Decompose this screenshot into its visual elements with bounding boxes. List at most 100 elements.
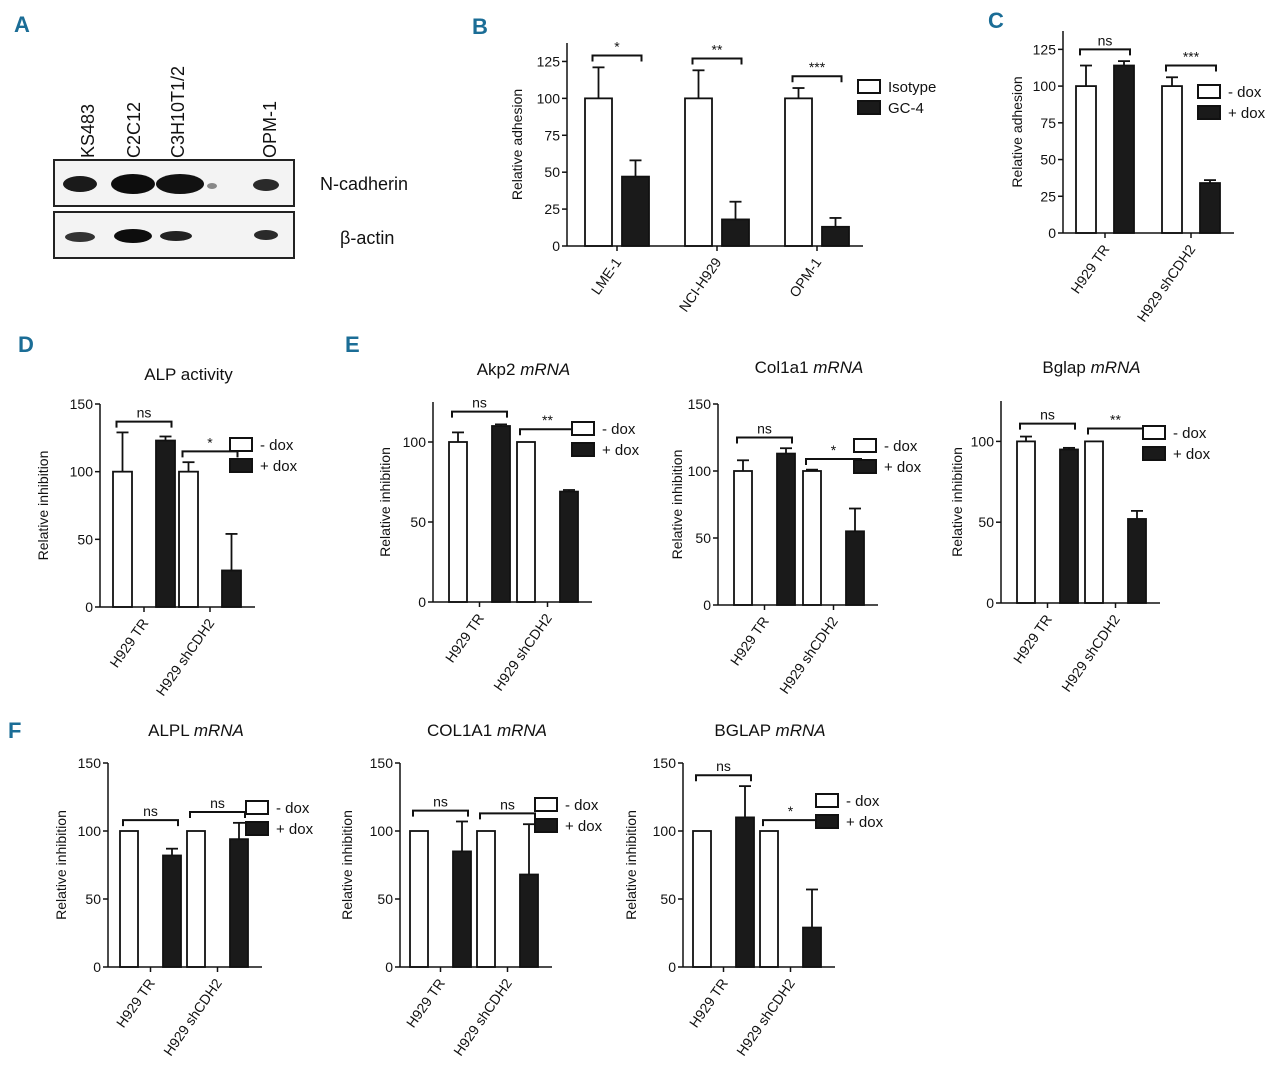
bar xyxy=(1016,440,1036,604)
chart-title-text: ALP activity xyxy=(144,365,233,384)
blot-lane-label: C2C12 xyxy=(124,102,144,158)
bar xyxy=(559,490,579,603)
legend-label: - dox xyxy=(884,438,918,455)
chart-title-italic: mRNA xyxy=(776,721,826,740)
y-axis-label: Relative adhesion xyxy=(509,89,525,200)
bar xyxy=(721,218,750,247)
x-tick-label: H929 shCDH2 xyxy=(1134,241,1199,324)
y-tick-label: 50 xyxy=(544,164,560,180)
x-tick-label: NCI-H929 xyxy=(676,254,725,314)
y-axis-label: Relative inhibition xyxy=(377,447,393,557)
bar xyxy=(516,441,536,603)
x-tick-label: H929 shCDH2 xyxy=(153,615,218,698)
y-tick-label: 25 xyxy=(1040,188,1056,204)
chart-title: Akp2 mRNA xyxy=(477,360,571,379)
significance-label: * xyxy=(831,442,837,458)
x-tick-label: H929 TR xyxy=(727,614,772,669)
legend-label: + dox xyxy=(602,442,640,459)
significance-bracket xyxy=(122,819,179,827)
y-tick-label: 0 xyxy=(703,597,711,613)
panel-label-b: B xyxy=(472,14,488,39)
y-tick-label: 50 xyxy=(377,891,393,907)
panel-label-e: E xyxy=(345,332,360,357)
bar xyxy=(821,225,850,247)
y-tick-label: 100 xyxy=(78,823,102,839)
blot-band xyxy=(114,229,152,243)
significance-bracket xyxy=(189,810,246,818)
significance-bracket xyxy=(115,420,173,428)
bar xyxy=(802,470,822,606)
legend-swatch xyxy=(853,438,877,453)
bar xyxy=(584,97,613,247)
bar xyxy=(759,830,779,968)
bar xyxy=(519,873,539,968)
bar xyxy=(684,97,713,247)
blot-row-label: β-actin xyxy=(340,228,394,248)
bar xyxy=(621,175,650,247)
legend-swatch xyxy=(815,793,839,808)
blot-band xyxy=(63,176,97,192)
blot-row-label: N-cadherin xyxy=(320,174,408,194)
chart-title: COL1A1 mRNA xyxy=(427,721,547,740)
legend-swatch xyxy=(245,821,269,836)
blot-band xyxy=(254,230,278,240)
chart-title: Bglap mRNA xyxy=(1042,358,1140,377)
chart-e2: Col1a1 mRNA 0 50 100 150 Relative inhibition H… xyxy=(669,358,922,697)
chart-d: ALP activity 0 50 100 150 Relative inhibition… xyxy=(35,365,298,699)
y-tick-label: 0 xyxy=(418,594,426,610)
legend-label: + dox xyxy=(884,459,922,476)
bar xyxy=(155,439,176,608)
chart-title-italic: mRNA xyxy=(194,721,244,740)
y-tick-label: 150 xyxy=(78,755,102,771)
y-tick-label: 150 xyxy=(688,396,712,412)
bar xyxy=(186,830,206,968)
panel-label-a: A xyxy=(14,12,30,37)
legend-label: + dox xyxy=(260,458,298,475)
legend-label: - dox xyxy=(565,797,599,814)
significance-bracket xyxy=(1019,422,1076,430)
bar xyxy=(1075,85,1097,234)
legend-swatch xyxy=(1197,105,1221,120)
significance-label: *** xyxy=(809,59,826,75)
significance-bracket xyxy=(479,812,536,820)
legend-swatch xyxy=(229,437,253,452)
x-tick-label: H929 shCDH2 xyxy=(1058,611,1123,694)
y-tick-label: 50 xyxy=(410,514,426,530)
chart-b: 0 25 50 75 100 125 Relative adhesion LME-1 * NCI-… xyxy=(509,39,936,315)
y-tick-label: 100 xyxy=(537,90,561,106)
x-tick-label: H929 TR xyxy=(442,611,487,666)
y-axis-label: Relative inhibition xyxy=(623,810,639,920)
bar xyxy=(229,838,249,968)
x-tick-label: OPM-1 xyxy=(786,254,825,300)
significance-label: ns xyxy=(433,794,448,810)
y-tick-label: 50 xyxy=(978,514,994,530)
blot-band xyxy=(111,174,155,194)
bar xyxy=(448,441,468,603)
significance-label: ** xyxy=(712,42,723,58)
significance-bracket xyxy=(1165,64,1217,72)
legend-swatch xyxy=(229,458,253,473)
y-tick-label: 0 xyxy=(85,599,93,615)
western-blot: KS483 C2C12 C3H10T1/2 OPM-1 N-cadherin β… xyxy=(53,66,408,259)
significance-label: * xyxy=(614,39,620,55)
legend-swatch xyxy=(1142,425,1166,440)
chart-title: Col1a1 mRNA xyxy=(755,358,864,377)
y-tick-label: 0 xyxy=(385,959,393,975)
significance-label: ** xyxy=(1110,411,1121,427)
y-tick-label: 125 xyxy=(1033,41,1057,57)
bar xyxy=(784,97,813,247)
x-tick-label: H929 TR xyxy=(1010,612,1055,667)
bar xyxy=(733,470,753,606)
bar xyxy=(112,470,133,608)
legend-swatch xyxy=(571,421,595,436)
legend-swatch xyxy=(1142,446,1166,461)
chart-title-text: ALPL xyxy=(148,721,194,740)
significance-bracket xyxy=(691,57,743,65)
y-tick-label: 25 xyxy=(544,201,560,217)
y-tick-label: 0 xyxy=(668,959,676,975)
significance-label: *** xyxy=(1183,49,1200,65)
significance-bracket xyxy=(695,774,752,782)
legend-label: - dox xyxy=(276,800,310,817)
blot-band xyxy=(65,232,95,242)
chart-title-text: Akp2 xyxy=(477,360,520,379)
